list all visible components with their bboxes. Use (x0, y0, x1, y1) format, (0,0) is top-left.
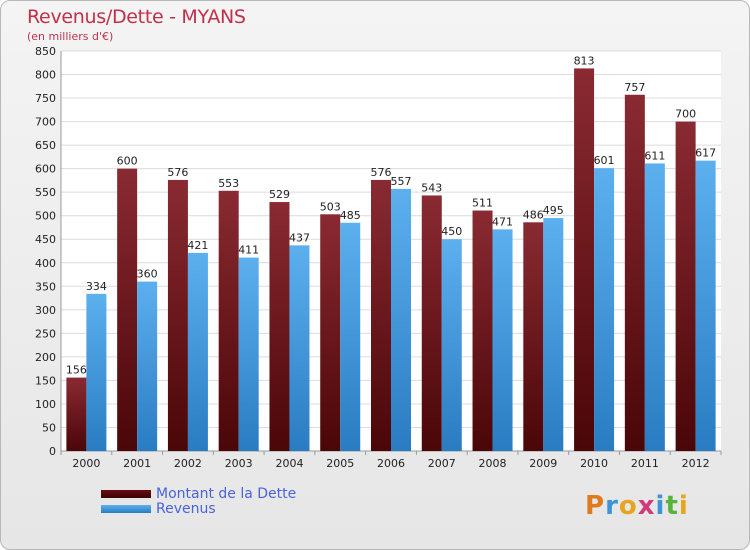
bar-dette-2005 (320, 214, 341, 451)
data-label: 334 (86, 280, 107, 293)
bar-dette-2001 (117, 168, 138, 451)
data-label: 557 (391, 175, 412, 188)
x-tick-label: 2009 (529, 457, 557, 470)
x-tick-label: 2008 (479, 457, 507, 470)
chart-subtitle: (en milliers d'€) (27, 30, 114, 43)
logo-letter: r (605, 491, 619, 521)
y-tick-label: 200 (35, 351, 56, 364)
data-label: 611 (644, 149, 665, 162)
bar-dette-2009 (523, 222, 544, 451)
data-label: 576 (371, 166, 392, 179)
bar-revenus-2002 (187, 252, 208, 451)
bar-dette-2006 (371, 179, 391, 452)
x-tick-label: 2006 (377, 457, 405, 470)
bar-dette-2012 (675, 121, 696, 452)
logo-letter: i (655, 491, 666, 521)
logo-letter: i (678, 491, 689, 521)
data-label: 553 (218, 177, 239, 190)
y-tick-label: 750 (35, 92, 56, 105)
bar-dette-2008 (472, 210, 493, 451)
y-tick-label: 350 (35, 280, 56, 293)
data-label: 617 (695, 147, 716, 160)
legend-swatch-revenus (101, 505, 151, 513)
y-tick-label: 0 (49, 445, 56, 458)
y-tick-label: 100 (35, 398, 56, 411)
x-tick-label: 2000 (72, 457, 100, 470)
bar-dette-2002 (167, 179, 188, 452)
y-tick-label: 800 (35, 69, 56, 82)
bar-dette-2004 (269, 202, 290, 451)
data-label: 529 (269, 188, 290, 201)
x-tick-label: 2002 (174, 457, 202, 470)
y-tick-label: 600 (35, 163, 56, 176)
chart-title: Revenus/Dette - MYANS (27, 6, 246, 28)
bar-dette-2007 (421, 195, 442, 451)
x-tick-label: 2004 (275, 457, 303, 470)
bar-revenus-2007 (441, 239, 462, 451)
x-tick-label: 2010 (580, 457, 608, 470)
data-label: 437 (289, 231, 310, 244)
legend-label-dette: Montant de la Dette (156, 486, 297, 502)
data-label: 511 (472, 197, 493, 210)
data-label: 156 (66, 364, 87, 377)
bar-dette-2010 (574, 68, 595, 451)
y-tick-label: 50 (42, 421, 56, 434)
legend-label-revenus: Revenus (156, 501, 216, 517)
bar-revenus-2000 (86, 293, 107, 451)
y-tick-label: 500 (35, 210, 56, 223)
y-tick-label: 250 (35, 327, 56, 340)
bar-dette-2000 (66, 377, 87, 451)
logo-letter: o (618, 491, 638, 521)
x-tick-label: 2011 (631, 457, 659, 470)
bar-dette-2003 (218, 190, 239, 451)
bar-revenus-2012 (695, 160, 716, 451)
x-tick-label: 2001 (123, 457, 151, 470)
y-tick-label: 450 (35, 233, 56, 246)
bar-revenus-2003 (238, 257, 259, 451)
y-tick-label: 650 (35, 139, 56, 152)
data-label: 471 (492, 215, 513, 228)
logo-letter: P (585, 491, 606, 521)
y-tick-label: 300 (35, 304, 56, 317)
bar-revenus-2011 (644, 163, 665, 451)
data-label: 700 (675, 108, 696, 121)
data-label: 486 (523, 208, 544, 221)
y-tick-label: 400 (35, 257, 56, 270)
bar-revenus-2008 (492, 229, 513, 451)
data-label: 813 (574, 54, 595, 67)
y-tick-label: 150 (35, 374, 56, 387)
data-label: 543 (421, 181, 442, 194)
x-tick-label: 2012 (682, 457, 710, 470)
data-label: 503 (320, 200, 341, 213)
bar-revenus-2006 (391, 188, 411, 451)
data-label: 485 (340, 209, 361, 222)
x-tick-label: 2005 (326, 457, 354, 470)
data-label: 601 (594, 154, 615, 167)
bar-revenus-2010 (594, 168, 615, 452)
data-label: 450 (441, 225, 462, 238)
y-tick-label: 550 (35, 186, 56, 199)
data-label: 600 (117, 155, 138, 168)
data-label: 421 (187, 239, 208, 252)
data-label: 411 (238, 244, 259, 257)
bar-revenus-2009 (543, 218, 564, 451)
legend-swatch-dette (101, 490, 151, 498)
logo-letter: t (665, 491, 679, 521)
y-tick-label: 700 (35, 116, 56, 129)
data-label: 757 (624, 81, 645, 94)
logo-letter: x (637, 491, 656, 521)
proxiti-logo: Proxiti (585, 491, 689, 521)
x-tick-label: 2003 (225, 457, 253, 470)
bar-revenus-2005 (340, 222, 361, 451)
x-tick-label: 2007 (428, 457, 456, 470)
data-label: 360 (137, 268, 158, 281)
data-label: 576 (167, 166, 188, 179)
data-label: 495 (543, 204, 564, 217)
bar-revenus-2004 (289, 245, 310, 451)
bar-revenus-2001 (137, 281, 158, 451)
y-tick-label: 850 (35, 45, 56, 58)
bar-dette-2011 (624, 94, 645, 451)
